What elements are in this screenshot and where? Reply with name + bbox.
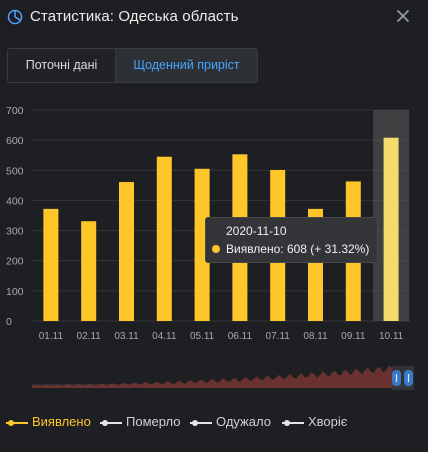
x-tick-label: 04.11: [152, 331, 177, 342]
tooltip-date: 2020-11-10: [226, 224, 287, 238]
range-slider[interactable]: [0, 356, 428, 392]
y-tick-label: 500: [6, 165, 24, 177]
pie-chart-icon: [7, 9, 23, 25]
y-tick-label: 400: [6, 195, 24, 207]
legend-item-detected[interactable]: Виявлено: [6, 412, 91, 432]
legend-item-sick[interactable]: Хворіє: [282, 412, 347, 432]
legend-item-recovered[interactable]: Одужало: [190, 412, 271, 432]
legend-label: Хворіє: [308, 414, 348, 429]
view-tabs: Поточні дані Щоденний приріст: [7, 48, 258, 83]
close-icon[interactable]: [396, 9, 410, 23]
x-tick-label: 02.11: [77, 331, 102, 342]
x-tick-label: 07.11: [266, 331, 291, 342]
chart-tooltip: 2020-11-10 Виявлено: 608 (+ 31.32%): [205, 217, 378, 263]
bar[interactable]: [81, 221, 97, 321]
y-tick-label: 0: [6, 316, 12, 328]
legend-item-died[interactable]: Померло: [100, 412, 181, 432]
slider-overview-area: [32, 365, 392, 388]
legend-label: Померло: [126, 414, 181, 429]
y-tick-label: 200: [6, 256, 24, 268]
series-dot: [212, 245, 220, 253]
tooltip-value: Виявлено: 608 (+ 31.32%): [226, 242, 370, 256]
bar[interactable]: [156, 156, 172, 321]
bar[interactable]: [194, 168, 210, 321]
x-tick-label: 05.11: [190, 331, 215, 342]
window-header: Статистика: Одеська область: [0, 0, 428, 36]
legend-label: Виявлено: [32, 414, 91, 429]
x-tick-label: 01.11: [39, 331, 64, 342]
tab-current-data[interactable]: Поточні дані: [8, 49, 116, 82]
x-tick-label: 09.11: [341, 331, 366, 342]
bar[interactable]: [43, 208, 59, 321]
y-tick-label: 700: [6, 105, 24, 117]
x-tick-label: 03.11: [114, 331, 139, 342]
slider-handle[interactable]: [392, 370, 413, 386]
window-title: Статистика: Одеська область: [30, 8, 239, 25]
bar[interactable]: [119, 182, 134, 321]
legend-line-icon: [6, 419, 28, 426]
x-tick-label: 10.11: [379, 331, 404, 342]
x-tick-label: 08.11: [303, 331, 328, 342]
legend-line-icon: [282, 419, 304, 426]
y-tick-label: 300: [6, 226, 24, 238]
x-tick-label: 06.11: [228, 331, 253, 342]
legend-label: Одужало: [216, 414, 271, 429]
legend-line-icon: [100, 419, 122, 426]
y-tick-label: 600: [6, 135, 24, 147]
tab-daily-growth[interactable]: Щоденний приріст: [116, 49, 257, 82]
legend-line-icon: [190, 419, 212, 426]
y-tick-label: 100: [6, 286, 24, 298]
chart-legend: Виявлено Померло Одужало Хворіє: [0, 412, 428, 432]
bar[interactable]: [383, 137, 399, 321]
